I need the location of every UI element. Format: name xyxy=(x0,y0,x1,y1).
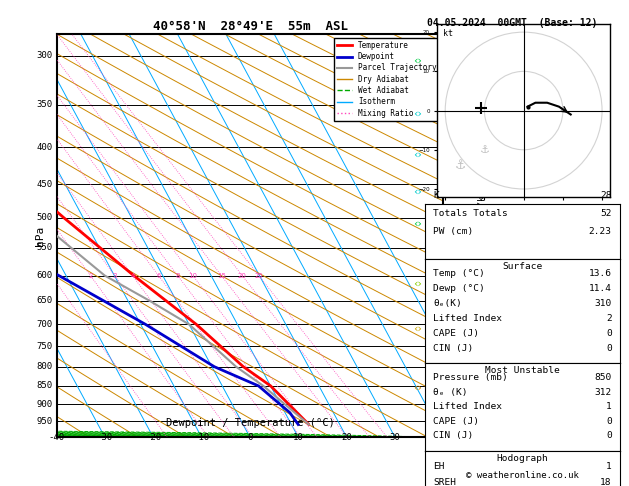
Text: 2: 2 xyxy=(88,273,92,278)
Legend: Temperature, Dewpoint, Parcel Trajectory, Dry Adiabat, Wet Adiabat, Isotherm, Mi: Temperature, Dewpoint, Parcel Trajectory… xyxy=(333,38,440,121)
Text: 3: 3 xyxy=(113,273,117,278)
Text: Totals Totals: Totals Totals xyxy=(433,208,508,218)
Text: km
ASL: km ASL xyxy=(447,27,464,47)
Text: 350: 350 xyxy=(36,100,53,109)
Text: 04.05.2024  00GMT  (Base: 12): 04.05.2024 00GMT (Base: 12) xyxy=(428,18,598,29)
Text: 8: 8 xyxy=(447,57,453,66)
Text: ‹›: ‹› xyxy=(413,324,422,334)
Text: 450: 450 xyxy=(36,180,53,189)
Text: EH: EH xyxy=(433,462,445,471)
Text: CIN (J): CIN (J) xyxy=(433,432,473,440)
Text: Lifted Index: Lifted Index xyxy=(433,402,502,411)
Text: Lifted Index: Lifted Index xyxy=(433,314,502,323)
Text: 20: 20 xyxy=(342,433,352,442)
Text: Hodograph: Hodograph xyxy=(496,454,548,463)
Text: 1: 1 xyxy=(606,462,612,471)
Text: 13.6: 13.6 xyxy=(589,269,612,278)
Text: ‹›: ‹› xyxy=(413,109,422,119)
Text: 25: 25 xyxy=(254,273,263,278)
Text: 11.4: 11.4 xyxy=(589,284,612,293)
Text: 20: 20 xyxy=(238,273,247,278)
Text: -10: -10 xyxy=(194,433,209,442)
Text: 500: 500 xyxy=(36,213,53,222)
Text: 750: 750 xyxy=(36,342,53,351)
Text: 52: 52 xyxy=(600,208,612,218)
Text: 18: 18 xyxy=(600,478,612,486)
Text: ‹›: ‹› xyxy=(413,219,422,229)
Text: Dewp (°C): Dewp (°C) xyxy=(433,284,485,293)
Text: 1: 1 xyxy=(606,402,612,411)
Text: 3: 3 xyxy=(447,279,453,288)
Text: CAPE (J): CAPE (J) xyxy=(433,417,479,426)
Text: Temp (°C): Temp (°C) xyxy=(433,269,485,278)
Text: 2.23: 2.23 xyxy=(589,227,612,236)
Text: 700: 700 xyxy=(36,320,53,329)
Text: 0: 0 xyxy=(606,417,612,426)
Text: 10: 10 xyxy=(293,433,304,442)
Text: ‹›: ‹› xyxy=(413,56,422,66)
Text: 310: 310 xyxy=(594,299,612,308)
Text: 40: 40 xyxy=(438,433,449,442)
Text: 5: 5 xyxy=(447,187,453,196)
Text: 850: 850 xyxy=(594,373,612,382)
Text: 6: 6 xyxy=(447,150,453,159)
Text: 600: 600 xyxy=(36,271,53,280)
Text: ‹›: ‹› xyxy=(413,186,422,196)
Text: -30: -30 xyxy=(97,433,113,442)
Text: 2: 2 xyxy=(447,324,453,333)
Text: ‹›: ‹› xyxy=(413,150,422,160)
Text: 0: 0 xyxy=(606,432,612,440)
Text: CIN (J): CIN (J) xyxy=(433,344,473,353)
Title: 40°58'N  28°49'E  55m  ASL: 40°58'N 28°49'E 55m ASL xyxy=(152,20,348,33)
Text: 300: 300 xyxy=(36,52,53,60)
Text: 4: 4 xyxy=(447,220,453,228)
Text: 10: 10 xyxy=(188,273,198,278)
Text: Pressure (mb): Pressure (mb) xyxy=(433,373,508,382)
Text: © weatheronline.co.uk: © weatheronline.co.uk xyxy=(465,471,579,480)
Text: 0: 0 xyxy=(606,344,612,353)
Text: 6: 6 xyxy=(156,273,160,278)
Text: ⚓: ⚓ xyxy=(479,145,489,155)
Text: hPa: hPa xyxy=(35,226,45,246)
Text: ⚓: ⚓ xyxy=(455,159,467,172)
Text: 650: 650 xyxy=(36,296,53,305)
Text: -20: -20 xyxy=(145,433,162,442)
Text: 0: 0 xyxy=(247,433,253,442)
Text: 1: 1 xyxy=(447,383,453,392)
Text: CAPE (J): CAPE (J) xyxy=(433,329,479,338)
Text: Mixing Ratio (g/kg): Mixing Ratio (g/kg) xyxy=(477,185,487,287)
Text: 312: 312 xyxy=(594,388,612,397)
Text: 900: 900 xyxy=(36,399,53,409)
Text: Surface: Surface xyxy=(503,261,542,271)
Text: ‹›: ‹› xyxy=(413,278,422,288)
Text: 2: 2 xyxy=(606,314,612,323)
Text: 8: 8 xyxy=(175,273,180,278)
Text: 950: 950 xyxy=(36,417,53,426)
Text: 800: 800 xyxy=(36,362,53,371)
Text: PW (cm): PW (cm) xyxy=(433,227,473,236)
Text: 28: 28 xyxy=(600,191,612,200)
Text: LCL: LCL xyxy=(447,420,464,429)
Text: 7: 7 xyxy=(447,109,453,118)
Text: 550: 550 xyxy=(36,243,53,252)
Text: kt: kt xyxy=(443,30,452,38)
Text: 400: 400 xyxy=(36,142,53,152)
Text: Dewpoint / Temperature (°C): Dewpoint / Temperature (°C) xyxy=(165,418,335,428)
Text: 850: 850 xyxy=(36,382,53,390)
Text: ‹›: ‹› xyxy=(413,383,422,393)
Text: 0: 0 xyxy=(606,329,612,338)
Text: SREH: SREH xyxy=(433,478,456,486)
Text: 4: 4 xyxy=(130,273,135,278)
Text: θₑ(K): θₑ(K) xyxy=(433,299,462,308)
Text: Most Unstable: Most Unstable xyxy=(485,366,560,375)
Text: -40: -40 xyxy=(48,433,65,442)
Text: θₑ (K): θₑ (K) xyxy=(433,388,467,397)
Text: 15: 15 xyxy=(217,273,226,278)
Text: K: K xyxy=(433,191,439,200)
Text: 30: 30 xyxy=(390,433,401,442)
